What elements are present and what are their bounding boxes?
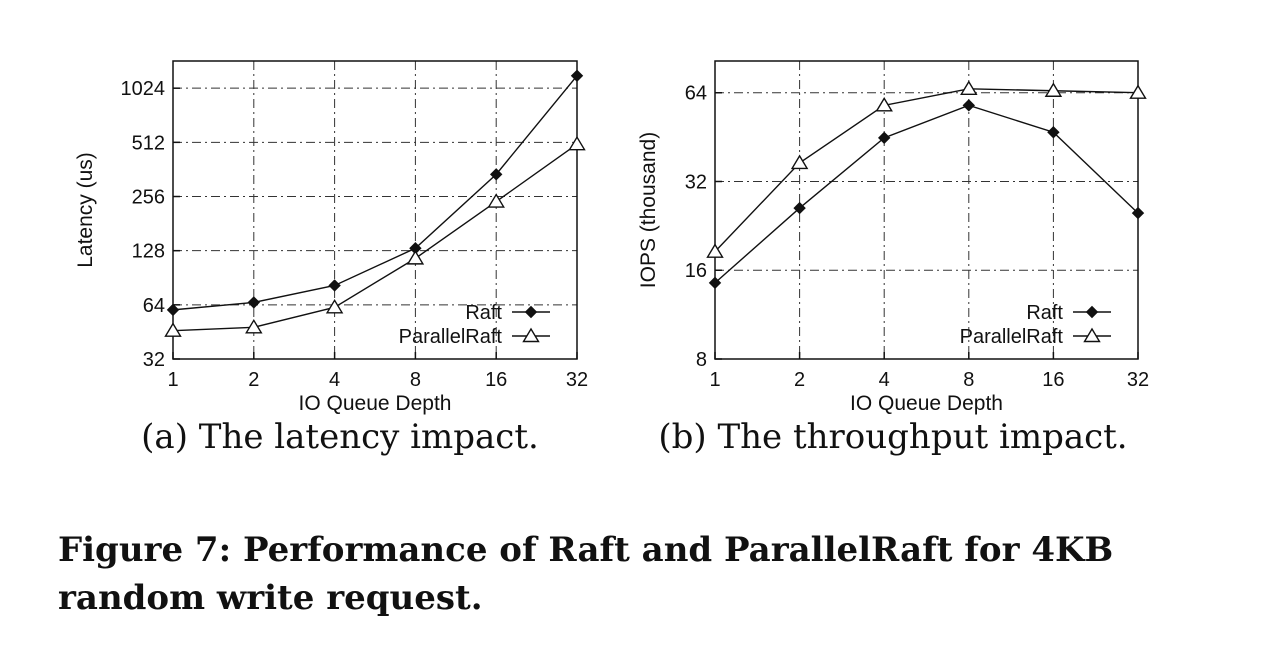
y-tick-label: 256 [132,187,165,209]
x-tick-label: 32 [1127,369,1149,391]
series-parallelraft [706,80,1147,258]
data-point [793,201,806,215]
figure-caption: Figure 7: Performance of Raft and Parall… [58,530,1114,618]
data-point [708,276,722,290]
x-tick-label: 4 [879,369,890,391]
data-point [325,298,344,314]
data-point [522,327,540,343]
y-axis-label: Latency (us) [74,152,97,268]
series-line [172,143,578,332]
x-tick-label: 4 [329,369,340,391]
data-point [875,96,893,112]
y-tick-label: 32 [143,349,165,371]
x-tick-label: 8 [963,369,974,391]
data-point [247,296,261,309]
x-tick-label: 16 [1042,369,1064,391]
y-tick-label: 64 [143,295,165,317]
data-point [568,135,586,151]
x-tick-label: 16 [485,369,507,391]
data-point [877,131,891,145]
x-tick-label: 2 [248,369,259,391]
subcaption: (b) The throughput impact. [658,417,1127,457]
y-tick-label: 128 [132,241,165,263]
legend-label: Raft [465,302,502,324]
data-point [406,250,425,265]
y-tick-label: 8 [696,349,707,371]
x-tick-label: 2 [794,369,805,391]
series-parallelraft [164,135,586,337]
plot-frame [714,60,1139,360]
subcaption: (a) The latency impact. [141,417,539,457]
data-point [166,303,180,317]
data-point [524,305,538,319]
data-point [1083,327,1101,343]
series-raft [708,99,1145,290]
data-point [1129,84,1147,99]
series-line [714,104,1139,284]
data-point [962,99,976,112]
data-point [489,168,503,181]
data-point [790,154,809,170]
data-point [706,243,724,258]
y-tick-label: 512 [132,132,165,154]
throughput-chart: 1 2 4 8 16 32 8 16 32 64 IO Queue Depth IOPS (thous… [637,60,1149,457]
y-tick-label: 32 [685,171,707,193]
data-point [570,69,584,82]
data-point [1044,82,1063,97]
x-tick-label: 1 [709,369,720,391]
y-tick-label: 16 [685,260,707,282]
plot-frame [172,60,578,360]
series-line [172,75,578,311]
series-raft [166,69,584,317]
latency-chart: 1 2 4 8 16 32 32 64 128 256 512 1024 IO Queue Depth L… [74,60,588,457]
legend-label: Raft [1026,302,1063,324]
data-point [1085,305,1099,319]
data-point [164,322,182,337]
x-axis-label: IO Queue Depth [850,392,1003,415]
x-axis-label: IO Queue Depth [299,392,452,415]
data-point [487,193,505,208]
data-point [328,279,341,292]
legend-label: ParallelRaft [960,326,1064,348]
data-point [1131,206,1145,220]
y-axis-label: IOPS (thousand) [637,132,660,288]
x-tick-label: 1 [167,369,178,391]
data-point [1047,126,1060,139]
y-tick-label: 1024 [121,78,166,100]
x-tick-label: 8 [410,369,421,391]
series-line [714,88,1139,253]
legend-label: ParallelRaft [399,326,503,348]
x-tick-label: 32 [566,369,588,391]
data-point [245,318,263,334]
data-point [960,80,978,95]
y-tick-label: 64 [685,83,707,105]
